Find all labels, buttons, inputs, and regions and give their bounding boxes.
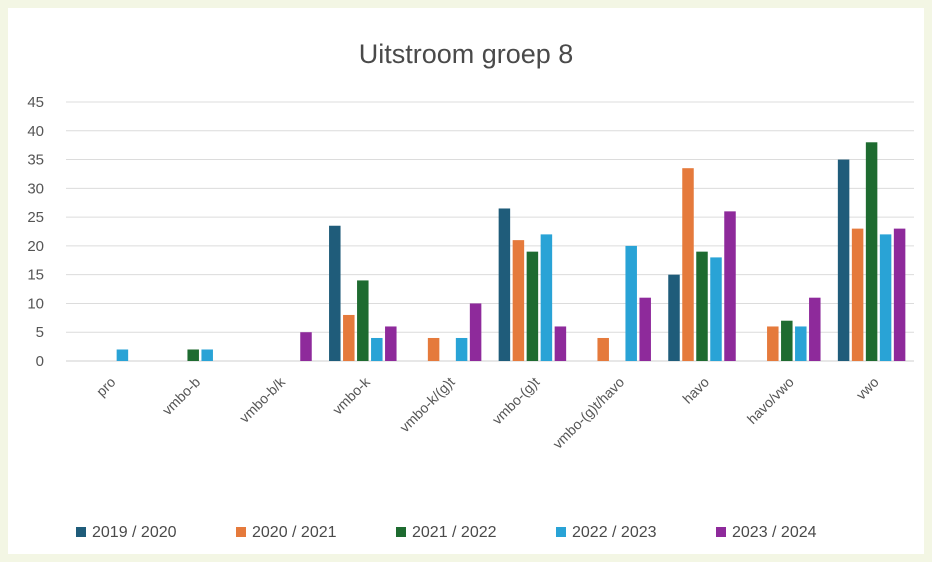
bar: [541, 234, 553, 361]
y-tick-label: 25: [27, 209, 44, 226]
bar: [527, 252, 539, 361]
x-tick-label: vmbo-(g)t/havo: [549, 374, 627, 452]
bar: [625, 246, 637, 361]
bar: [597, 338, 609, 361]
y-tick-label: 30: [27, 180, 44, 197]
y-tick-label: 10: [27, 295, 44, 312]
legend-swatch: [396, 527, 406, 537]
legend-label: 2022 / 2023: [572, 524, 657, 541]
bar: [710, 257, 722, 361]
bar: [117, 349, 128, 361]
bar: [300, 332, 312, 361]
legend-label: 2021 / 2022: [412, 524, 497, 541]
legend-label: 2023 / 2024: [732, 524, 817, 541]
legend-label: 2019 / 2020: [92, 524, 177, 541]
x-tick-label: pro: [93, 374, 119, 400]
legend-swatch: [716, 527, 726, 537]
bar: [724, 211, 736, 361]
bar: [513, 240, 525, 361]
x-tick-label: vmbo-b: [159, 374, 203, 418]
bar: [201, 349, 213, 361]
bar: [499, 208, 511, 361]
legend: 2019 / 2020 2020 / 2021 2021 / 2022 2022 / …: [76, 524, 817, 541]
y-tick-label: 15: [27, 267, 44, 284]
bar: [187, 349, 199, 361]
bar-chart: Uitstroom groep 8 0 5 10 15 20 25 30 35 40 45 pro…: [8, 8, 924, 554]
bar: [852, 229, 864, 361]
y-tick-label: 0: [36, 353, 44, 370]
bar: [456, 338, 468, 361]
bar: [371, 338, 383, 361]
x-tick-label: vmbo-k/(g)t: [396, 374, 457, 435]
bar: [343, 315, 355, 361]
x-tick-label: vmbo-k: [329, 373, 373, 417]
bar: [696, 252, 708, 361]
y-tick-label: 45: [27, 94, 44, 111]
bar: [809, 298, 821, 361]
bars: [117, 142, 906, 361]
chart-card: Uitstroom groep 8 0 5 10 15 20 25 30 35 40 45 pro…: [8, 8, 924, 554]
bar: [470, 303, 482, 361]
bar: [668, 275, 680, 361]
x-tick-label: vwo: [853, 374, 882, 403]
bar: [555, 326, 567, 361]
bar: [639, 298, 651, 361]
bar: [428, 338, 440, 361]
bar: [866, 142, 878, 361]
bar: [838, 160, 850, 361]
bar: [329, 226, 341, 361]
legend-label: 2020 / 2021: [252, 524, 337, 541]
bar: [767, 326, 779, 361]
legend-swatch: [556, 527, 566, 537]
bar: [894, 229, 906, 361]
y-tick-label: 5: [36, 324, 44, 341]
x-tick-label: havo/vwo: [744, 374, 797, 427]
bar: [880, 234, 892, 361]
y-tick-label: 35: [27, 152, 44, 169]
y-axis-ticks: 0 5 10 15 20 25 30 35 40 45: [27, 94, 44, 370]
bar: [795, 326, 807, 361]
x-tick-label: vmbo-b/k: [236, 373, 289, 426]
x-tick-label: vmbo-(g)t: [489, 374, 543, 428]
bar: [781, 321, 793, 361]
legend-swatch: [236, 527, 246, 537]
chart-title: Uitstroom groep 8: [359, 39, 574, 69]
bar: [385, 326, 397, 361]
y-tick-label: 20: [27, 238, 44, 255]
x-axis-ticks: pro vmbo-b vmbo-b/k vmbo-k vmbo-k/(g)t vmbo-(…: [93, 373, 882, 452]
bar: [357, 280, 369, 361]
legend-swatch: [76, 527, 86, 537]
bar: [682, 168, 694, 361]
x-tick-label: havo: [679, 374, 712, 407]
y-tick-label: 40: [27, 123, 44, 140]
